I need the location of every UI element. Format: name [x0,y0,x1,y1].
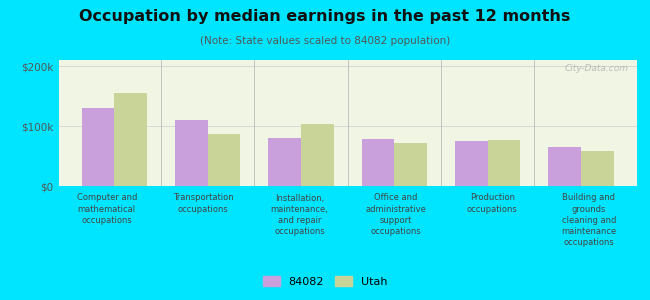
Text: Building and
grounds
cleaning and
maintenance
occupations: Building and grounds cleaning and mainte… [561,194,616,247]
Bar [268,138,301,186]
Bar [114,93,147,186]
Bar [301,124,333,186]
Text: Production
occupations: Production occupations [467,194,518,214]
Text: City-Data.com: City-Data.com [564,64,629,73]
Bar [395,143,427,186]
Text: Computer and
mathematical
occupations: Computer and mathematical occupations [77,194,137,225]
Text: Occupation by median earnings in the past 12 months: Occupation by median earnings in the pas… [79,9,571,24]
Bar [455,141,488,186]
Bar [549,147,581,186]
Text: Installation,
maintenance,
and repair
occupations: Installation, maintenance, and repair oc… [270,194,328,236]
Bar [82,108,114,186]
Bar [175,120,208,186]
Bar [581,151,614,186]
Text: (Note: State values scaled to 84082 population): (Note: State values scaled to 84082 popu… [200,36,450,46]
Bar [488,140,521,186]
Bar [208,134,240,186]
Text: Transportation
occupations: Transportation occupations [173,194,233,214]
Legend: 84082, Utah: 84082, Utah [259,272,391,291]
Text: Office and
administrative
support
occupations: Office and administrative support occupa… [365,194,426,236]
Bar [362,139,395,186]
